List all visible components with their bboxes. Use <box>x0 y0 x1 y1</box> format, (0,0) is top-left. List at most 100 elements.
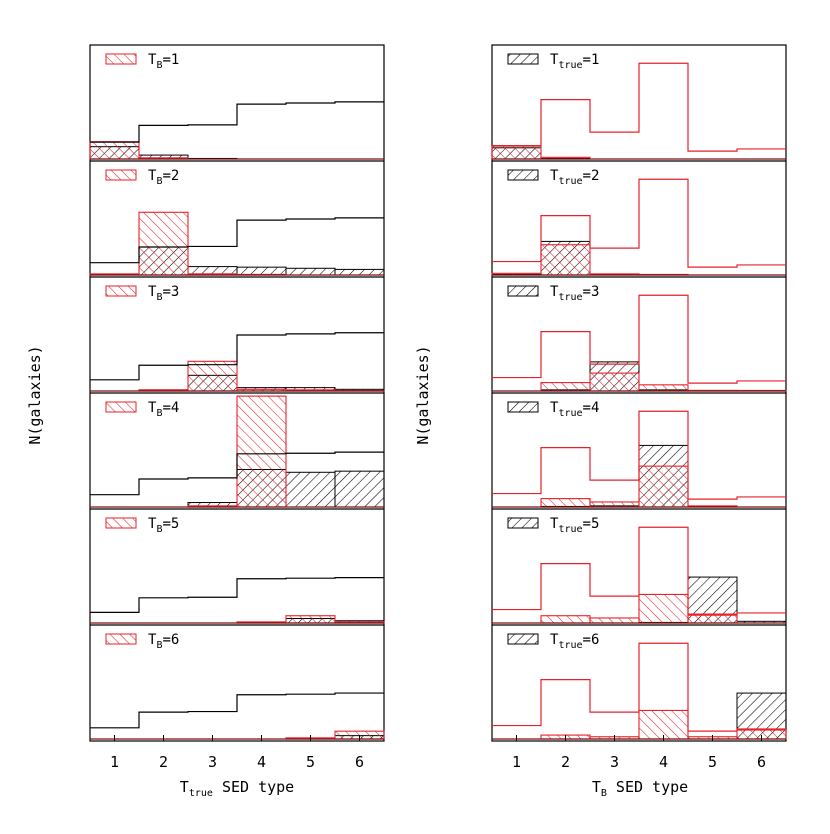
legend-label-sub: B <box>156 408 162 419</box>
legend-label: TB=4 <box>148 400 179 419</box>
legend-label-main: T <box>148 168 157 184</box>
legend-label: Ttrue=5 <box>550 516 599 535</box>
red-hatched-bar <box>589 617 640 624</box>
subpanel: Ttrue=3 <box>492 276 787 392</box>
red-hatched-bar <box>138 211 189 276</box>
legend-swatch <box>105 169 137 181</box>
subpanel: TB=2 <box>89 160 385 276</box>
red-hatched-bar <box>285 615 336 624</box>
legend-label-tail: =1 <box>583 52 600 68</box>
left-xlabel: Ttrue SED type <box>180 778 294 799</box>
subpanel: Ttrue=5 <box>492 508 787 624</box>
legend-swatch <box>507 401 539 413</box>
legend-label-tail: =1 <box>162 52 179 68</box>
red-hatched-bar <box>638 384 689 392</box>
legend-label-sub: true <box>558 640 582 651</box>
x-tick-label: 5 <box>708 753 717 771</box>
red-hatched-bar <box>540 498 591 508</box>
x-tick-label: 3 <box>610 753 619 771</box>
left-xlabel-main: T <box>180 778 189 796</box>
legend-label-tail: =6 <box>583 632 600 648</box>
legend-swatch <box>507 517 539 529</box>
legend-swatch <box>105 401 137 413</box>
legend-label: TB=3 <box>148 284 179 303</box>
legend-label-tail: =5 <box>162 516 179 532</box>
legend-label-tail: =6 <box>162 632 179 648</box>
subpanel: TB=5 <box>90 508 385 624</box>
subpanel: TB=6 <box>90 624 385 740</box>
red-hatched-bar <box>540 244 591 276</box>
legend-swatch <box>507 169 539 181</box>
legend-label: TB=6 <box>148 632 179 651</box>
legend-label-tail: =5 <box>583 516 600 532</box>
legend-label-main: T <box>148 516 157 532</box>
legend-label-sub: B <box>156 60 162 71</box>
legend-label-main: T <box>550 52 559 68</box>
x-tick-label: 5 <box>306 753 315 771</box>
left-xlabel-rest: SED type <box>213 778 294 796</box>
red-hatched-bar <box>638 593 689 624</box>
red-hatched-bar <box>540 615 591 624</box>
red-hatched-bar <box>491 145 542 160</box>
legend-label: Ttrue=4 <box>550 400 599 419</box>
red-hatched-bar <box>589 501 640 508</box>
legend-label-tail: =3 <box>583 284 600 300</box>
legend-label: TB=5 <box>148 516 179 535</box>
legend-label: TB=2 <box>148 168 179 187</box>
outline-histogram <box>492 526 786 616</box>
legend-swatch <box>507 633 539 645</box>
outline-histogram <box>90 217 384 264</box>
x-tick-label: 3 <box>208 753 217 771</box>
red-hatched-bar <box>589 372 640 392</box>
legend-label-sub: B <box>156 524 162 535</box>
black-hatched-bar <box>236 266 287 276</box>
subpanel: Ttrue=6 <box>492 624 787 740</box>
legend-label-tail: =2 <box>583 168 600 184</box>
subpanel: TB=3 <box>90 276 385 392</box>
x-tick-label: 6 <box>355 753 364 771</box>
legend-label-main: T <box>550 168 559 184</box>
legend-label-tail: =3 <box>162 284 179 300</box>
legend-label: Ttrue=2 <box>550 168 599 187</box>
right-xlabel: TB SED type <box>592 778 688 799</box>
x-tick-label: 1 <box>110 753 119 771</box>
outline-histogram <box>492 178 786 268</box>
x-tick-label: 4 <box>659 753 668 771</box>
legend-label-main: T <box>550 516 559 532</box>
legend-label-main: T <box>148 400 157 416</box>
outline-histogram <box>90 577 384 613</box>
x-tick-label: 4 <box>257 753 266 771</box>
left-ylabel: N(galaxies) <box>26 345 44 444</box>
outline-histogram <box>492 62 786 152</box>
legend-swatch <box>105 633 137 645</box>
legend-label: Ttrue=3 <box>550 284 599 303</box>
x-tick-label: 1 <box>512 753 521 771</box>
legend-label-sub: B <box>156 292 162 303</box>
red-hatched-bar <box>638 465 689 508</box>
black-hatched-bar <box>285 267 336 276</box>
subpanel: Ttrue=1 <box>491 52 786 160</box>
outline-histogram <box>90 692 384 729</box>
legend-label-tail: =4 <box>162 400 179 416</box>
outline-histogram <box>90 451 384 496</box>
outline-histogram <box>90 101 384 143</box>
legend-label-sub: true <box>558 60 582 71</box>
red-hatched-bar <box>187 360 238 392</box>
x-tick-label: 2 <box>159 753 168 771</box>
legend-label: TB=1 <box>148 52 179 71</box>
right-xlabel-rest: SED type <box>607 778 688 796</box>
legend-label-main: T <box>148 52 157 68</box>
right-ylabel: N(galaxies) <box>414 345 432 444</box>
outline-histogram <box>90 332 384 381</box>
red-hatched-bar <box>89 141 140 160</box>
x-tick-label: 2 <box>561 753 570 771</box>
legend-label-main: T <box>550 284 559 300</box>
legend-swatch <box>507 53 539 65</box>
outline-histogram <box>492 294 786 384</box>
black-hatched-bar <box>334 268 385 276</box>
legend-label-tail: =2 <box>162 168 179 184</box>
subpanel: Ttrue=4 <box>492 392 786 508</box>
legend-label-main: T <box>550 632 559 648</box>
legend-label-sub: true <box>558 408 582 419</box>
